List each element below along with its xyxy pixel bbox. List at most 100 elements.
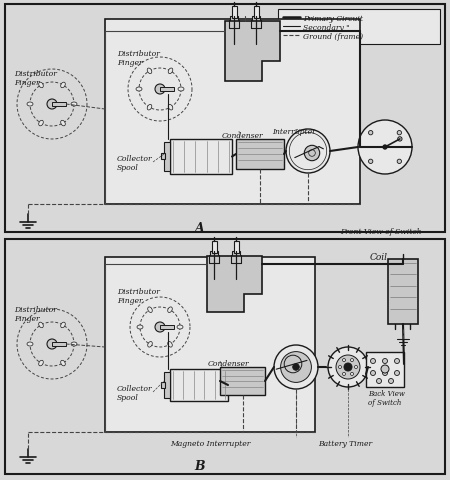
Text: B: B xyxy=(195,459,205,472)
Ellipse shape xyxy=(137,325,143,329)
Circle shape xyxy=(369,160,373,164)
Circle shape xyxy=(383,145,387,150)
Circle shape xyxy=(370,371,375,376)
Circle shape xyxy=(351,359,354,362)
Bar xyxy=(105,257,315,432)
Text: Interrupter: Interrupter xyxy=(272,128,316,136)
Circle shape xyxy=(286,130,330,174)
Ellipse shape xyxy=(168,105,173,111)
Bar xyxy=(5,240,445,474)
Bar xyxy=(52,342,66,346)
Text: Distributor
Finger: Distributor Finger xyxy=(14,70,57,87)
Bar xyxy=(170,369,228,401)
Ellipse shape xyxy=(39,83,43,88)
Circle shape xyxy=(342,372,346,376)
Text: Front View of Switch: Front View of Switch xyxy=(340,228,422,236)
Text: Magneto Interrupter: Magneto Interrupter xyxy=(170,439,250,447)
Text: Collector
Spool: Collector Spool xyxy=(117,155,153,172)
Circle shape xyxy=(388,379,393,384)
Bar xyxy=(52,103,66,107)
Bar xyxy=(230,17,238,29)
Circle shape xyxy=(377,379,382,384)
Ellipse shape xyxy=(136,88,142,92)
Circle shape xyxy=(358,121,412,175)
Circle shape xyxy=(351,372,354,376)
Ellipse shape xyxy=(148,342,152,348)
Bar xyxy=(160,325,174,329)
Polygon shape xyxy=(207,256,262,312)
Circle shape xyxy=(336,355,360,379)
Text: Ground (frame): Ground (frame) xyxy=(303,33,363,41)
Bar xyxy=(164,372,170,398)
Circle shape xyxy=(397,160,401,164)
Bar xyxy=(253,7,258,19)
Bar xyxy=(236,140,284,169)
Ellipse shape xyxy=(61,360,65,366)
Text: Condenser: Condenser xyxy=(208,359,250,367)
Ellipse shape xyxy=(147,69,152,74)
Circle shape xyxy=(395,371,400,376)
Circle shape xyxy=(47,339,57,349)
Circle shape xyxy=(309,150,315,157)
Bar xyxy=(231,7,237,19)
Bar xyxy=(5,5,445,232)
Ellipse shape xyxy=(148,307,152,313)
Bar xyxy=(278,10,440,45)
Ellipse shape xyxy=(147,105,152,111)
Circle shape xyxy=(370,359,375,364)
Bar xyxy=(160,88,174,92)
Ellipse shape xyxy=(177,325,183,329)
Bar xyxy=(105,20,360,204)
Circle shape xyxy=(344,363,352,371)
Bar xyxy=(170,140,232,175)
Circle shape xyxy=(274,345,318,389)
Text: Distributor
Finger: Distributor Finger xyxy=(117,50,160,67)
Ellipse shape xyxy=(71,342,77,346)
Bar xyxy=(232,252,240,264)
Text: Distributor
Finger: Distributor Finger xyxy=(14,305,57,323)
Text: Back View
of Switch: Back View of Switch xyxy=(368,389,405,407)
Circle shape xyxy=(155,85,165,95)
Circle shape xyxy=(382,371,387,376)
Ellipse shape xyxy=(168,342,172,348)
Bar xyxy=(234,241,239,253)
Circle shape xyxy=(395,359,400,364)
Bar xyxy=(161,382,165,388)
Text: Coil: Coil xyxy=(370,252,388,262)
Ellipse shape xyxy=(61,323,65,328)
Ellipse shape xyxy=(178,88,184,92)
Ellipse shape xyxy=(71,103,77,107)
Circle shape xyxy=(382,359,387,364)
Ellipse shape xyxy=(168,69,173,74)
Circle shape xyxy=(47,100,57,110)
Ellipse shape xyxy=(39,323,43,328)
Circle shape xyxy=(304,146,320,161)
Text: Secondary ": Secondary " xyxy=(303,24,350,32)
Ellipse shape xyxy=(27,103,33,107)
Circle shape xyxy=(398,137,402,142)
Text: Collector
Spool: Collector Spool xyxy=(117,384,153,401)
Circle shape xyxy=(284,356,302,373)
Ellipse shape xyxy=(61,121,65,127)
Circle shape xyxy=(397,131,401,135)
Circle shape xyxy=(369,131,373,135)
Bar xyxy=(366,352,404,387)
Text: A: A xyxy=(195,222,205,235)
Bar xyxy=(161,154,165,160)
Ellipse shape xyxy=(61,83,65,88)
Circle shape xyxy=(338,366,342,369)
Polygon shape xyxy=(225,22,280,82)
Text: Condenser: Condenser xyxy=(222,132,264,140)
Ellipse shape xyxy=(39,360,43,366)
Bar xyxy=(164,143,170,172)
Circle shape xyxy=(292,364,299,371)
Ellipse shape xyxy=(27,342,33,346)
Bar xyxy=(220,367,265,395)
Text: Primary Circuit: Primary Circuit xyxy=(303,15,363,23)
Ellipse shape xyxy=(168,307,172,313)
Ellipse shape xyxy=(39,121,43,127)
Circle shape xyxy=(342,359,346,362)
Bar xyxy=(212,241,216,253)
Text: Battery Timer: Battery Timer xyxy=(318,439,372,447)
Circle shape xyxy=(155,323,165,332)
